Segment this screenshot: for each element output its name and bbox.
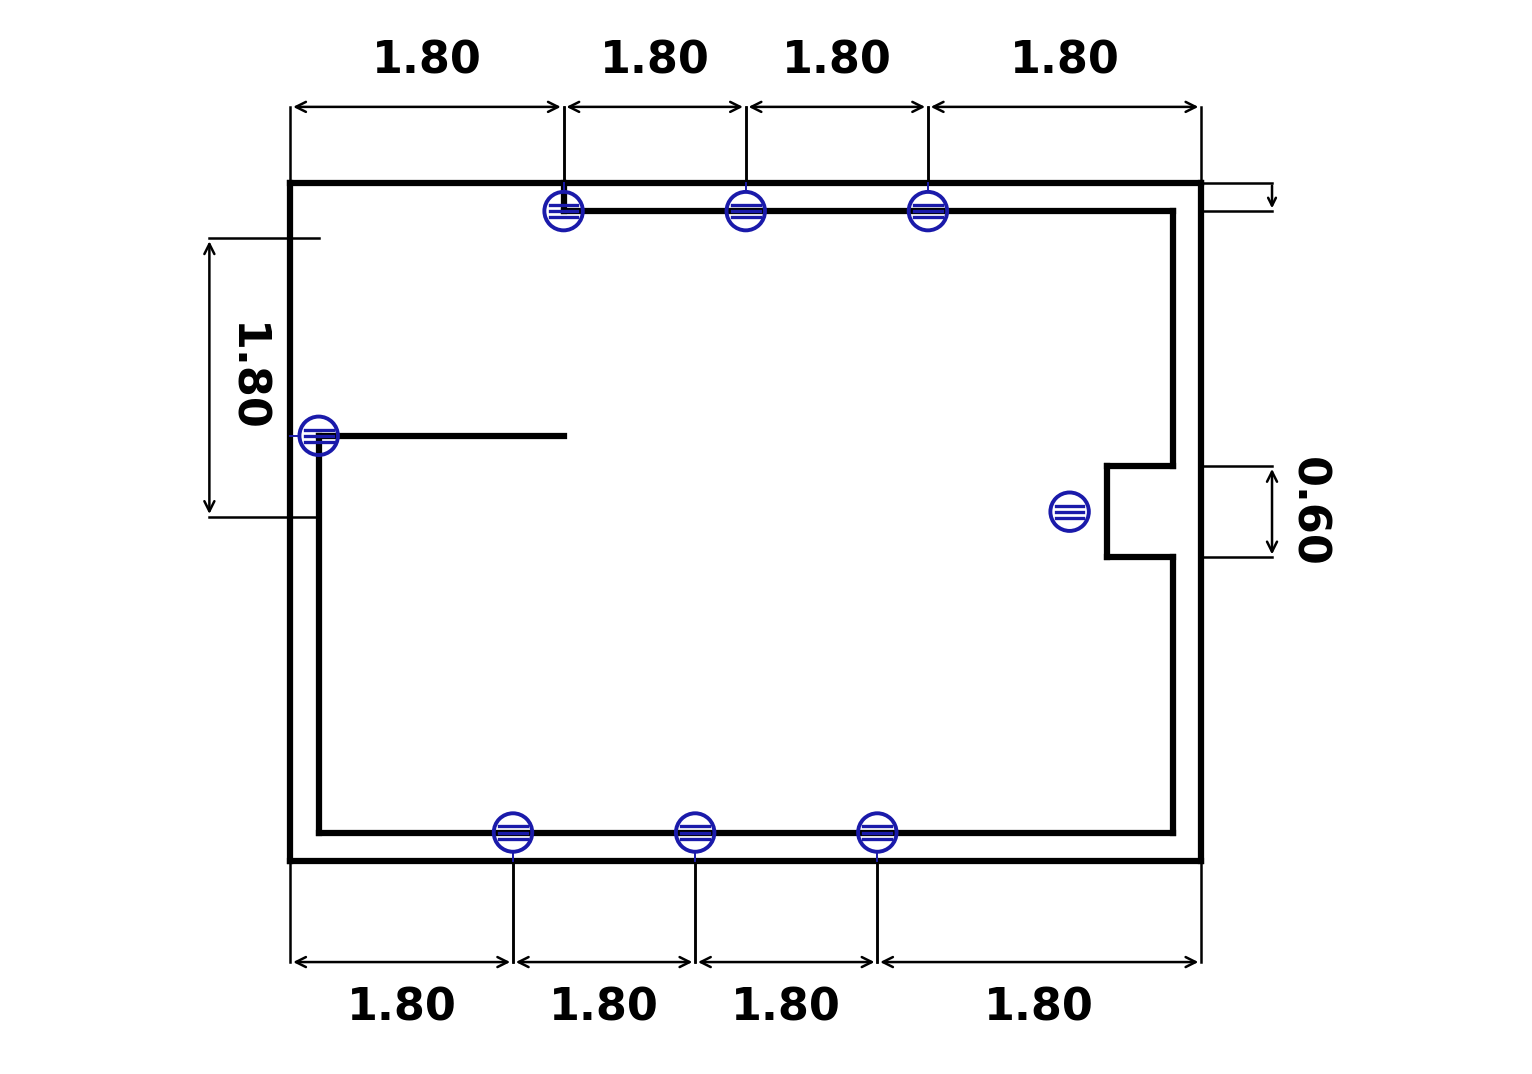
Text: 1.80: 1.80	[224, 322, 267, 433]
Text: 1.80: 1.80	[372, 40, 483, 83]
Text: 1.80: 1.80	[346, 986, 457, 1029]
Text: 1.80: 1.80	[985, 986, 1094, 1029]
Text: 1.80: 1.80	[599, 40, 709, 83]
Text: 1.80: 1.80	[781, 40, 892, 83]
Text: 1.80: 1.80	[1010, 40, 1120, 83]
Text: 0.60: 0.60	[1285, 456, 1328, 567]
Text: 1.80: 1.80	[548, 986, 659, 1029]
Text: 1.80: 1.80	[731, 986, 841, 1029]
